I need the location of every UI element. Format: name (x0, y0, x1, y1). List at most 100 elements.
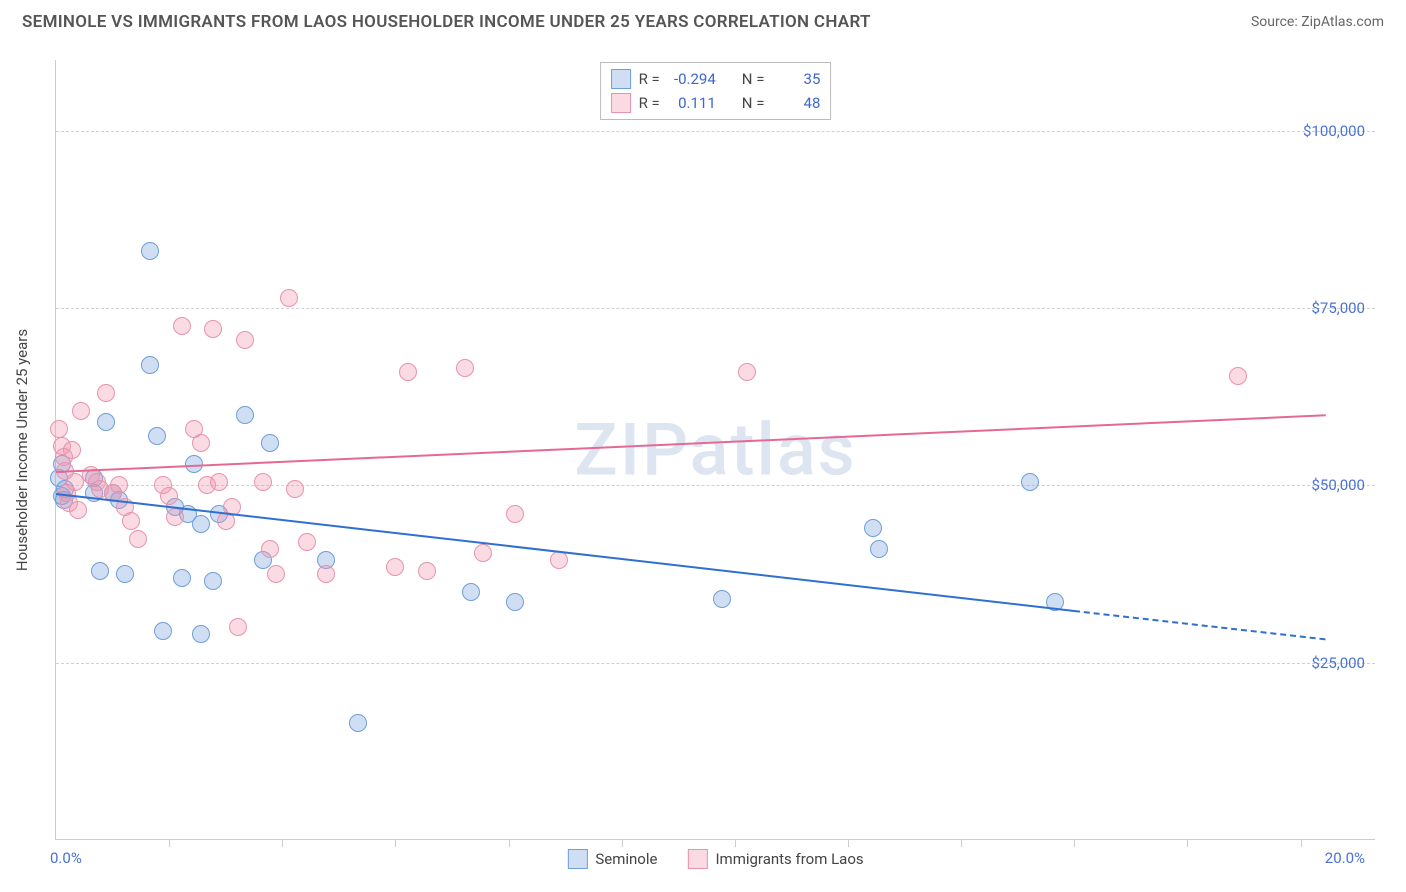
y-tick-label: $75,000 (1311, 299, 1365, 317)
y-axis-title: Householder Income Under 25 years (13, 328, 31, 570)
legend-n-label: N = (742, 94, 765, 112)
data-point (286, 480, 304, 498)
x-tick (1301, 839, 1302, 847)
data-point (474, 544, 492, 562)
chart-title: SEMINOLE VS IMMIGRANTS FROM LAOS HOUSEHO… (22, 12, 871, 32)
x-tick (509, 839, 510, 847)
data-point (141, 356, 159, 374)
data-point (192, 515, 210, 533)
data-point (713, 590, 731, 608)
x-tick (1074, 839, 1075, 847)
data-point (1021, 473, 1039, 491)
series-legend-item: Seminole (567, 849, 657, 869)
data-point (229, 618, 247, 636)
legend-r-value: 0.111 (668, 94, 716, 112)
data-point (261, 434, 279, 452)
data-point (110, 476, 128, 494)
data-point (456, 359, 474, 377)
gridline (56, 663, 1375, 664)
data-point (386, 558, 404, 576)
x-tick (169, 839, 170, 847)
x-tick (1187, 839, 1188, 847)
legend-row: R = 0.111 N = 48 (611, 91, 821, 115)
gridline (56, 131, 1375, 132)
watermark-text: ZIPatlas (574, 407, 856, 492)
data-point (122, 512, 140, 530)
data-point (1229, 367, 1247, 385)
x-axis-min-label: 0.0% (50, 849, 82, 867)
data-point (69, 501, 87, 519)
gridline (56, 485, 1375, 486)
data-point (129, 530, 147, 548)
data-point (160, 487, 178, 505)
data-point (141, 242, 159, 260)
legend-r-value: -0.294 (668, 70, 716, 88)
data-point (506, 593, 524, 611)
x-axis-max-label: 20.0% (1325, 849, 1365, 867)
data-point (97, 384, 115, 402)
data-point (50, 420, 68, 438)
data-point (173, 569, 191, 587)
chart-header: SEMINOLE VS IMMIGRANTS FROM LAOS HOUSEHO… (0, 0, 1406, 38)
data-point (192, 434, 210, 452)
data-point (204, 320, 222, 338)
scatter-chart: Householder Income Under 25 years ZIPatl… (55, 60, 1375, 840)
legend-n-value: 48 (772, 94, 820, 112)
trend-line (56, 493, 1075, 612)
data-point (148, 427, 166, 445)
series-legend-label: Seminole (595, 850, 657, 868)
trend-line (56, 415, 1326, 474)
data-point (204, 572, 222, 590)
legend-n-label: N = (742, 70, 765, 88)
data-point (399, 363, 417, 381)
legend-swatch (611, 69, 631, 89)
gridline (56, 308, 1375, 309)
x-tick (622, 839, 623, 847)
series-legend-label: Immigrants from Laos (715, 850, 863, 868)
legend-swatch (687, 849, 707, 869)
x-tick (395, 839, 396, 847)
data-point (154, 622, 172, 640)
x-tick (848, 839, 849, 847)
data-point (91, 562, 109, 580)
data-point (349, 714, 367, 732)
data-point (192, 625, 210, 643)
data-point (298, 533, 316, 551)
x-tick (282, 839, 283, 847)
data-point (261, 540, 279, 558)
legend-swatch (567, 849, 587, 869)
data-point (236, 406, 254, 424)
data-point (280, 289, 298, 307)
series-legend: Seminole Immigrants from Laos (567, 849, 863, 869)
y-tick-label: $100,000 (1303, 122, 1365, 140)
legend-row: R = -0.294 N = 35 (611, 67, 821, 91)
y-tick-label: $50,000 (1311, 476, 1365, 494)
legend-swatch (611, 93, 631, 113)
data-point (97, 413, 115, 431)
data-point (738, 363, 756, 381)
legend-r-label: R = (639, 94, 660, 112)
chart-source: Source: ZipAtlas.com (1251, 14, 1384, 30)
data-point (267, 565, 285, 583)
trend-line-extrapolated (1074, 610, 1326, 640)
data-point (418, 562, 436, 580)
x-tick (961, 839, 962, 847)
x-tick (735, 839, 736, 847)
data-point (870, 540, 888, 558)
data-point (210, 473, 228, 491)
data-point (173, 317, 191, 335)
data-point (166, 508, 184, 526)
data-point (63, 441, 81, 459)
data-point (236, 331, 254, 349)
data-point (72, 402, 90, 420)
series-legend-item: Immigrants from Laos (687, 849, 863, 869)
y-tick-label: $25,000 (1311, 654, 1365, 672)
data-point (506, 505, 524, 523)
legend-n-value: 35 (772, 70, 820, 88)
data-point (462, 583, 480, 601)
data-point (864, 519, 882, 537)
data-point (254, 473, 272, 491)
correlation-legend: R = -0.294 N = 35 R = 0.111 N = 48 (600, 62, 832, 120)
legend-r-label: R = (639, 70, 660, 88)
data-point (317, 565, 335, 583)
